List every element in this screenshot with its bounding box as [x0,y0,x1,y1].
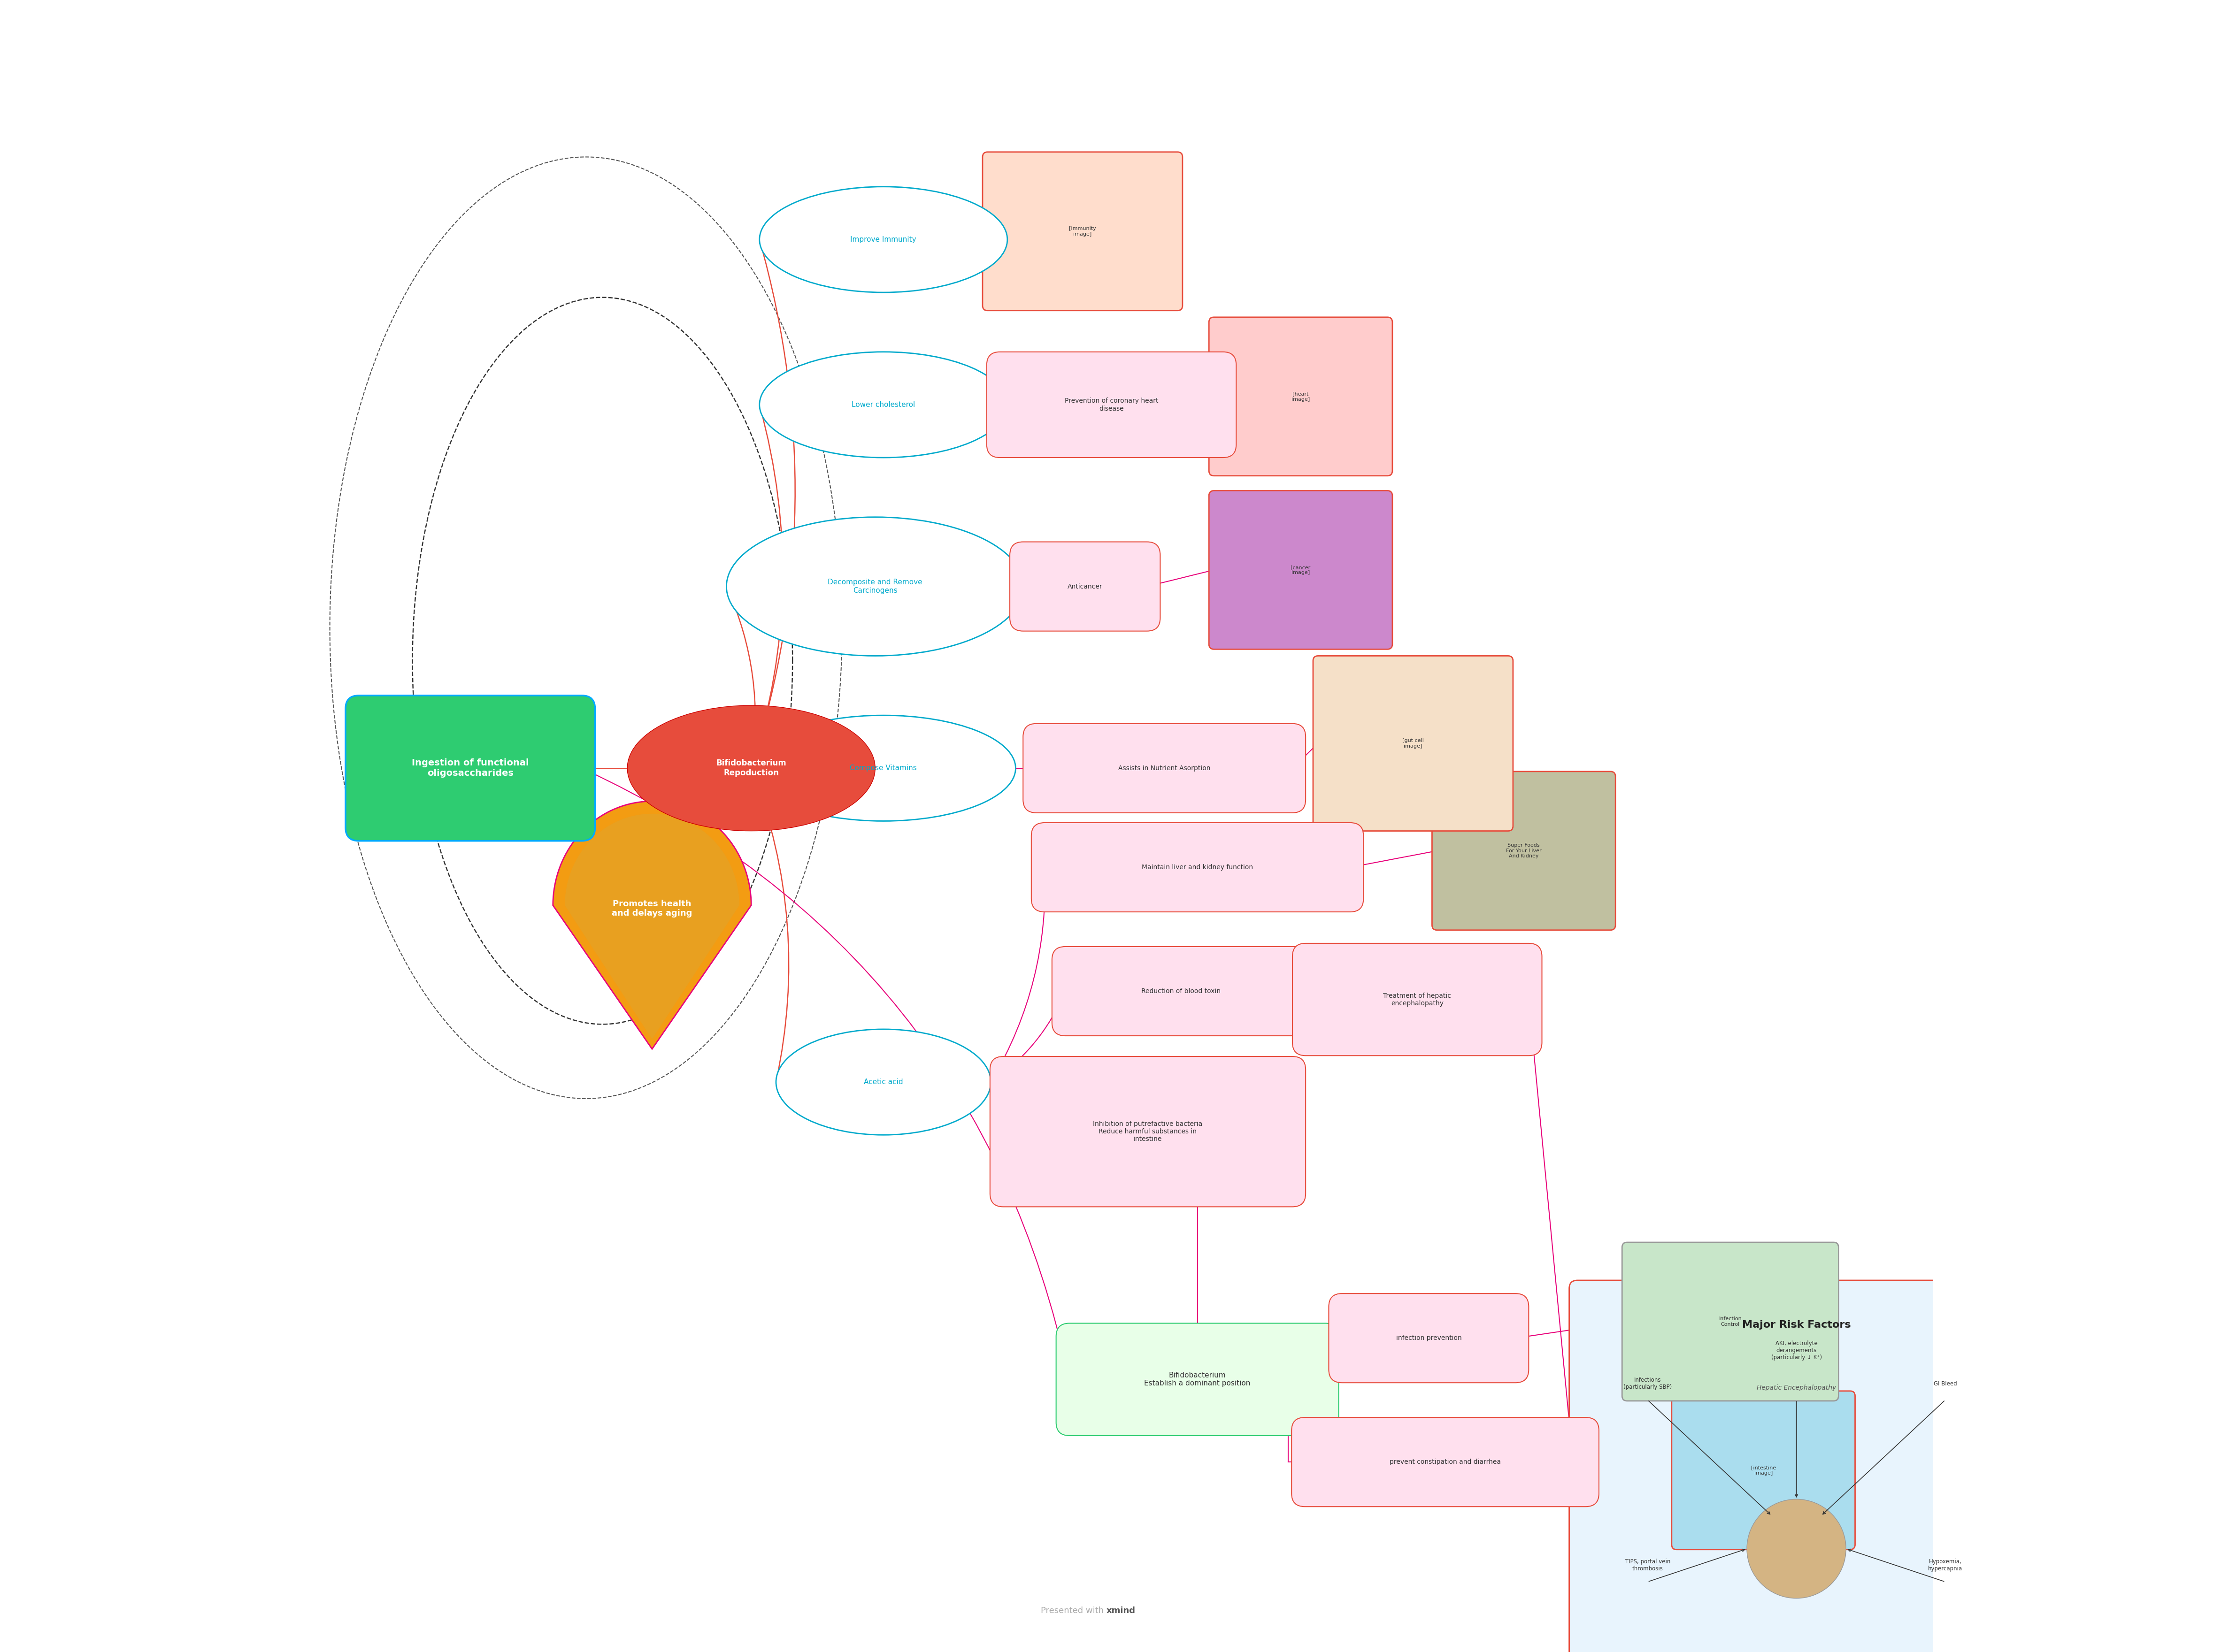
Text: Major Risk Factors: Major Risk Factors [1742,1320,1850,1330]
Text: AKI, electrolyte
derangements
(particularly ↓ K⁺): AKI, electrolyte derangements (particula… [1770,1340,1821,1361]
FancyArrowPatch shape [991,869,1045,1080]
Text: Promotes health
and delays aging: Promotes health and delays aging [611,899,693,919]
FancyBboxPatch shape [1056,1323,1339,1436]
Ellipse shape [759,352,1007,458]
Text: Improve Immunity: Improve Immunity [850,236,916,243]
FancyArrowPatch shape [991,993,1064,1082]
Text: Lower cholesterol: Lower cholesterol [852,401,916,408]
Text: TIPS, portal vein
thrombosis: TIPS, portal vein thrombosis [1624,1559,1671,1571]
Text: prevent constipation and diarrhea: prevent constipation and diarrhea [1390,1459,1500,1465]
FancyBboxPatch shape [1208,317,1392,476]
Text: Inhibition of putrefactive bacteria
Reduce harmful substances in
intestine: Inhibition of putrefactive bacteria Redu… [1093,1120,1202,1143]
FancyBboxPatch shape [1432,771,1615,930]
FancyBboxPatch shape [1208,491,1392,649]
Text: Infections
(particularly SBP): Infections (particularly SBP) [1624,1378,1671,1389]
Text: [intestine
image]: [intestine image] [1750,1465,1775,1475]
Text: GI Bleed: GI Bleed [1934,1381,1956,1386]
FancyBboxPatch shape [983,152,1182,311]
Text: [cancer
image]: [cancer image] [1290,565,1310,575]
Text: Hepatic Encephalopathy: Hepatic Encephalopathy [1757,1384,1837,1391]
Text: xmind: xmind [1106,1606,1135,1616]
Text: infection prevention: infection prevention [1396,1335,1461,1341]
FancyBboxPatch shape [1022,724,1306,813]
Polygon shape [553,801,750,1049]
Text: Infection
Control: Infection Control [1720,1317,1742,1327]
FancyBboxPatch shape [1312,656,1514,831]
Text: Prevention of coronary heart
disease: Prevention of coronary heart disease [1064,398,1157,411]
Text: Bifidobacterium
Repoduction: Bifidobacterium Repoduction [717,758,786,778]
Text: Treatment of hepatic
encephalopathy: Treatment of hepatic encephalopathy [1383,993,1452,1006]
FancyArrowPatch shape [752,406,783,767]
FancyBboxPatch shape [1031,823,1363,912]
Text: Ingestion of functional
oligosaccharides: Ingestion of functional oligosaccharides [412,758,529,778]
FancyArrowPatch shape [582,768,1069,1378]
Text: [immunity
image]: [immunity image] [1069,226,1095,236]
FancyBboxPatch shape [987,352,1237,458]
Text: Anticancer: Anticancer [1067,583,1102,590]
Text: Reduction of blood toxin: Reduction of blood toxin [1142,988,1222,995]
FancyBboxPatch shape [989,1057,1306,1206]
Text: Acetic acid: Acetic acid [863,1079,903,1085]
FancyArrowPatch shape [752,770,788,1080]
FancyArrowPatch shape [726,588,755,767]
Ellipse shape [750,715,1016,821]
Text: [heart
image]: [heart image] [1292,392,1310,401]
Text: Super Foods
For Your Liver
And Kidney: Super Foods For Your Liver And Kidney [1507,843,1542,859]
FancyBboxPatch shape [1622,1242,1839,1401]
Text: [gut cell
image]: [gut cell image] [1403,738,1423,748]
FancyBboxPatch shape [345,695,595,841]
Text: Bifidobacterium
Establish a dominant position: Bifidobacterium Establish a dominant pos… [1144,1371,1250,1388]
Text: Hypoxemia,
hypercapnia: Hypoxemia, hypercapnia [1928,1559,1963,1571]
FancyBboxPatch shape [1569,1280,2023,1652]
FancyBboxPatch shape [1051,947,1310,1036]
FancyBboxPatch shape [1292,1417,1600,1507]
FancyBboxPatch shape [1009,542,1160,631]
Text: Maintain liver and kidney function: Maintain liver and kidney function [1142,864,1253,871]
Ellipse shape [777,1029,991,1135]
FancyBboxPatch shape [1292,943,1542,1056]
FancyArrowPatch shape [752,241,794,767]
Ellipse shape [759,187,1007,292]
FancyBboxPatch shape [1328,1294,1529,1383]
Text: Assists in Nutrient Asorption: Assists in Nutrient Asorption [1118,765,1211,771]
Text: Presented with: Presented with [1040,1606,1106,1616]
Circle shape [1746,1500,1846,1599]
Text: Decomposite and Remove
Carcinogens: Decomposite and Remove Carcinogens [828,578,923,595]
Ellipse shape [726,517,1025,656]
Ellipse shape [626,705,874,831]
Polygon shape [564,814,739,1039]
Text: Compose Vitamins: Compose Vitamins [850,765,916,771]
FancyBboxPatch shape [1671,1391,1854,1550]
